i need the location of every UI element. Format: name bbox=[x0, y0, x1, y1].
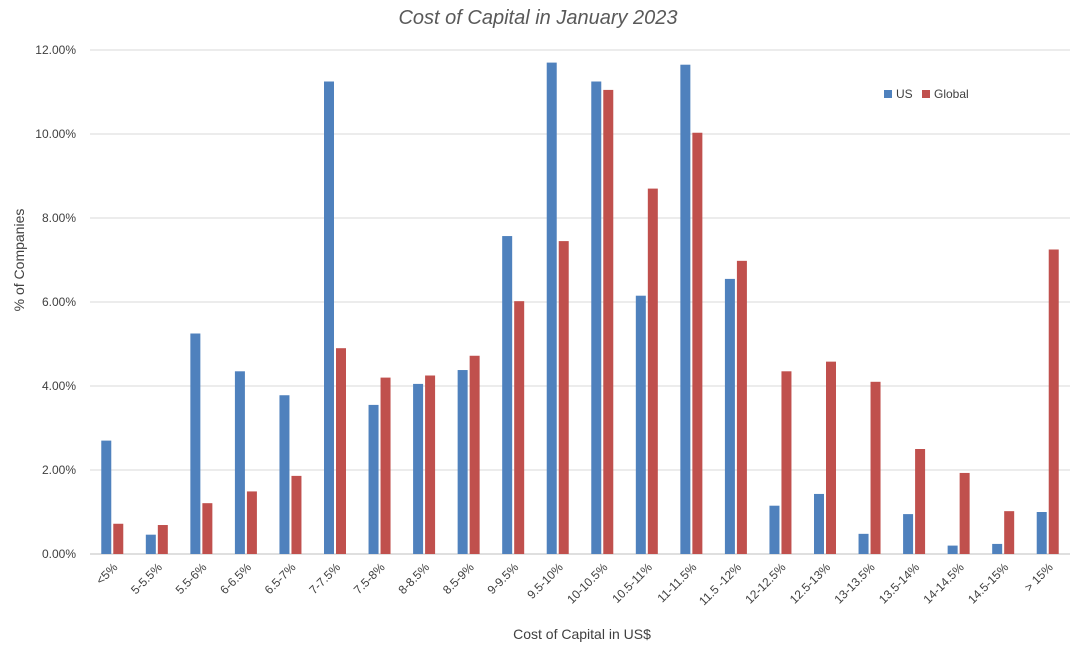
bar-global-2 bbox=[202, 503, 213, 554]
x-tick-label: 6.5-7% bbox=[262, 560, 299, 597]
x-tick-label: 14-14.5% bbox=[921, 560, 967, 606]
bar-global-10 bbox=[558, 241, 569, 554]
bar-us-6 bbox=[368, 404, 379, 554]
y-tick-label: 10.00% bbox=[35, 127, 76, 141]
x-tick-label: 7-7.5% bbox=[306, 560, 343, 597]
bar-global-14 bbox=[736, 260, 747, 554]
bar-us-7 bbox=[413, 383, 424, 554]
y-tick-label: 2.00% bbox=[42, 463, 76, 477]
bar-global-16 bbox=[826, 361, 836, 554]
bar-global-17 bbox=[870, 381, 881, 554]
x-tick-label: 11-11.5% bbox=[655, 560, 700, 605]
bar-global-20 bbox=[1004, 511, 1015, 554]
x-tick-label: 13.5-14% bbox=[876, 560, 922, 606]
bar-us-15 bbox=[769, 505, 780, 554]
bar-us-9 bbox=[502, 236, 513, 554]
legend-label-global: Global bbox=[934, 87, 969, 101]
bar-us-13 bbox=[680, 64, 691, 554]
x-tick-label: 10.5-11% bbox=[609, 560, 655, 606]
bar-us-18 bbox=[903, 514, 914, 554]
bar-us-21 bbox=[1036, 512, 1047, 554]
x-tick-label: 5.5-6% bbox=[173, 560, 210, 597]
x-tick-label: 13-13.5% bbox=[831, 560, 877, 606]
x-tick-label: 8.5-9% bbox=[440, 560, 477, 597]
legend-label-us: US bbox=[896, 87, 913, 101]
bar-us-1 bbox=[145, 534, 156, 554]
bar-global-19 bbox=[959, 472, 970, 554]
x-tick-label: 5-5.5% bbox=[128, 560, 165, 597]
legend-swatch-global bbox=[922, 90, 930, 98]
bar-global-9 bbox=[514, 301, 525, 554]
bar-global-3 bbox=[246, 491, 257, 554]
x-tick-label: 14.5-15% bbox=[965, 560, 1011, 606]
bar-global-1 bbox=[157, 525, 168, 554]
x-tick-label: 6-6.5% bbox=[217, 560, 254, 597]
y-tick-label: 12.00% bbox=[35, 43, 76, 57]
x-tick-label: 8-8.5% bbox=[395, 560, 432, 597]
legend-swatch-us bbox=[884, 90, 892, 98]
bar-us-0 bbox=[101, 440, 112, 554]
bar-us-17 bbox=[858, 533, 869, 554]
bar-us-16 bbox=[814, 493, 824, 554]
x-axis-title: Cost of Capital in US$ bbox=[513, 626, 651, 642]
x-tick-label: 12-12.5% bbox=[742, 560, 788, 606]
x-tick-label: 7.5-8% bbox=[351, 560, 388, 597]
bar-us-4 bbox=[279, 395, 290, 554]
bar-us-19 bbox=[947, 545, 958, 554]
bar-us-11 bbox=[591, 81, 602, 554]
bar-us-20 bbox=[992, 543, 1003, 554]
y-tick-label: 8.00% bbox=[42, 211, 76, 225]
bar-us-10 bbox=[546, 62, 557, 554]
bar-global-13 bbox=[692, 132, 703, 555]
y-tick-label: 4.00% bbox=[42, 379, 76, 393]
x-tick-label: > 15% bbox=[1022, 560, 1056, 594]
bar-global-8 bbox=[469, 355, 480, 554]
bar-us-2 bbox=[190, 333, 201, 554]
bar-us-5 bbox=[324, 81, 334, 554]
chart-title: Cost of Capital in January 2023 bbox=[398, 7, 677, 29]
y-tick-label: 6.00% bbox=[42, 295, 76, 309]
bar-global-21 bbox=[1048, 249, 1059, 554]
x-tick-label: 9.5-10% bbox=[524, 560, 566, 602]
y-tick-label: 0.00% bbox=[42, 547, 76, 561]
bar-global-12 bbox=[647, 188, 658, 554]
bar-global-15 bbox=[781, 371, 792, 554]
bar-global-18 bbox=[915, 449, 926, 554]
gridlines bbox=[90, 49, 1070, 555]
y-axis-ticks: 0.00% 2.00% 4.00% 6.00% 8.00% 10.00% 12.00% bbox=[35, 43, 76, 561]
bars bbox=[101, 62, 1059, 555]
bar-us-3 bbox=[234, 371, 245, 554]
x-tick-label: 10-10.5% bbox=[564, 560, 610, 606]
bar-global-0 bbox=[113, 523, 124, 554]
x-tick-label: 11.5 -12% bbox=[696, 560, 744, 608]
legend: US Global bbox=[884, 87, 969, 101]
x-tick-label: 9-9.5% bbox=[485, 560, 522, 597]
bar-global-11 bbox=[603, 89, 614, 555]
x-axis-ticks: <5% 5-5.5% 5.5-6% 6-6.5% 6.5-7% 7-7.5% 7.5-8% 8… bbox=[93, 560, 1056, 608]
bar-global-5 bbox=[336, 348, 346, 554]
bar-us-14 bbox=[724, 278, 735, 554]
x-tick-label: <5% bbox=[93, 560, 120, 587]
bar-us-8 bbox=[457, 370, 468, 554]
bar-us-12 bbox=[635, 295, 646, 554]
y-axis-title: % of Companies bbox=[11, 209, 27, 312]
bar-global-6 bbox=[380, 377, 391, 554]
bar-global-4 bbox=[291, 475, 302, 554]
bar-global-7 bbox=[425, 375, 436, 554]
x-tick-label: 12.5-13% bbox=[787, 560, 833, 606]
